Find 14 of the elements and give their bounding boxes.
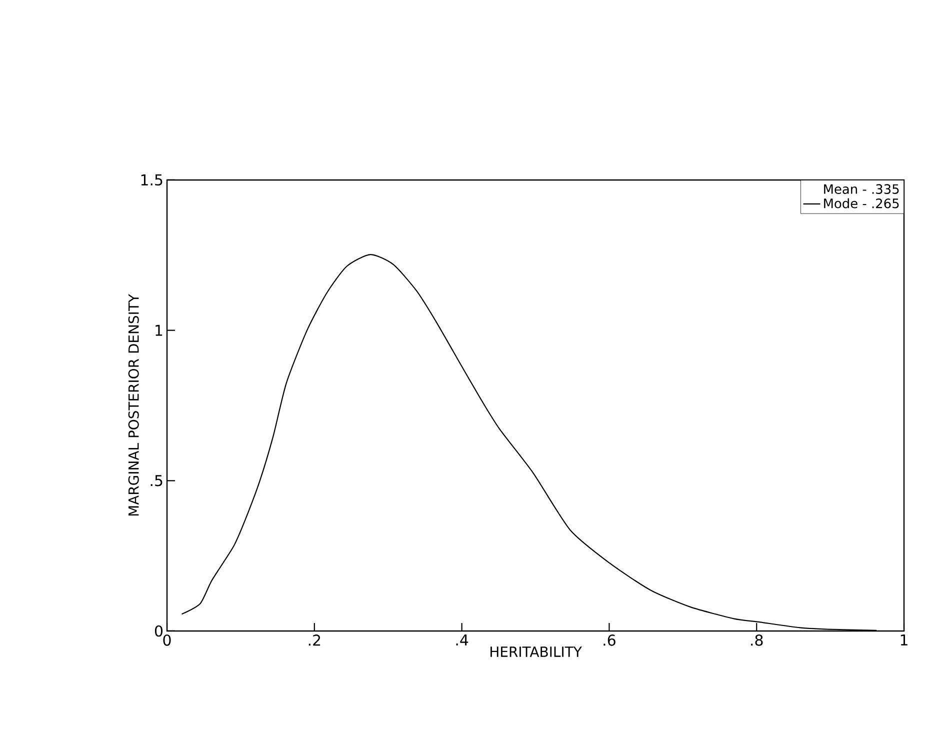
x-tick-label: 1 — [900, 634, 908, 646]
legend-title: Mean - .335 — [824, 184, 899, 194]
y-tick-label: 0 — [154, 625, 162, 637]
x-tick-label: .8 — [751, 634, 763, 646]
x-tick-label: .4 — [456, 634, 468, 646]
y-tick-label: .5 — [150, 475, 162, 486]
x-tick-label: .2 — [308, 634, 320, 646]
x-tick-label: .6 — [604, 634, 616, 646]
x-axis-title: HERITABILITY — [490, 646, 582, 657]
legend-label: Mode - .265 — [824, 198, 899, 208]
y-tick-label: 1 — [156, 324, 162, 336]
x-tick-label: 0 — [163, 634, 171, 646]
y-tick-label: 1.5 — [141, 174, 162, 186]
y-axis-title: MARGINAL POSTERIOR DENSITY — [128, 294, 139, 516]
